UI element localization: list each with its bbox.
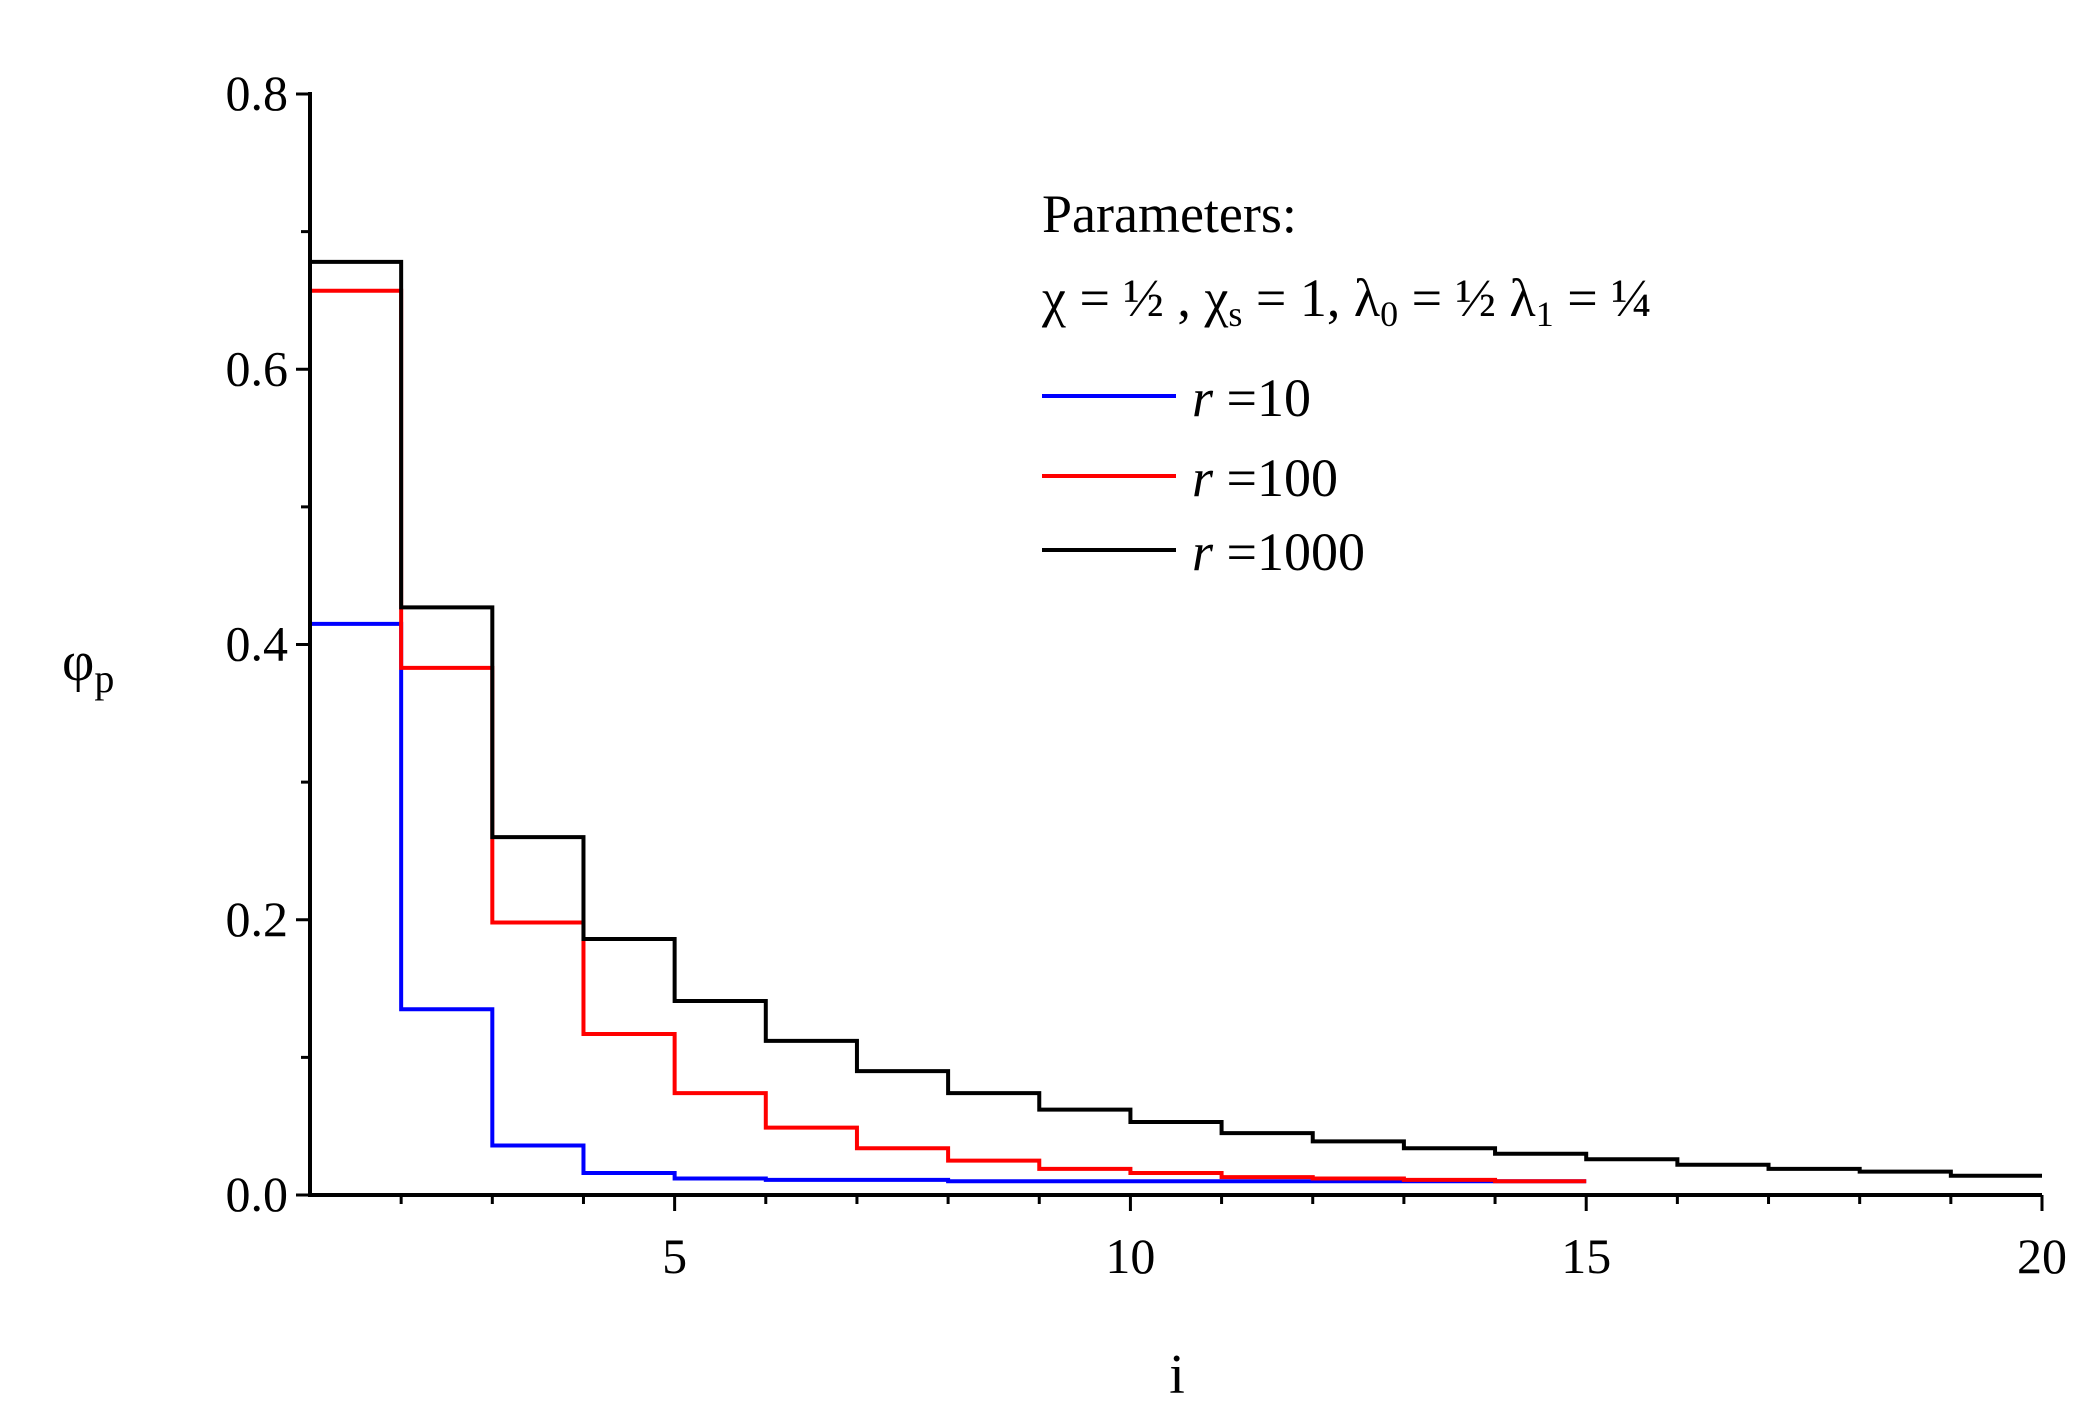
legend-param-eq: = 1, [1242, 268, 1353, 328]
legend-param-symbol: λ [1510, 268, 1536, 328]
ticks: 0.00.20.40.60.85 10 15 20 [226, 65, 2068, 1284]
series-line-2 [310, 288, 1587, 1184]
legend-param-symbol: χ [1041, 268, 1066, 328]
series-layer [310, 259, 2042, 1184]
y-tick-label: 0.4 [226, 616, 289, 672]
y-axis-title: φp [62, 631, 114, 701]
legend-param-sub: s [1228, 294, 1242, 334]
legend-label-1: r =10 [1192, 368, 1311, 428]
legend-params: χ = ½ , χs = 1, λ0 = ½ λ1 = ¼ [1041, 268, 1652, 334]
x-tick-label: 15 [1561, 1228, 1611, 1284]
legend-label-2: r =100 [1192, 448, 1338, 508]
legend-entries: r =10 r =100 r =1000 [1042, 368, 1365, 582]
y-tick-label: 0.6 [226, 340, 289, 396]
x-tick-label: 20 [2017, 1228, 2067, 1284]
legend-param-sub: 1 [1536, 294, 1554, 334]
legend-title: Parameters: [1042, 184, 1297, 244]
legend-param-sub: 0 [1380, 294, 1398, 334]
x-tick-label: 5 [662, 1228, 687, 1284]
series-line-1 [310, 621, 1587, 1184]
x-tick-label: 10 [1105, 1228, 1155, 1284]
axes: 0.00.20.40.60.85 10 15 20 [226, 65, 2068, 1284]
legend: Parameters: χ = ½ , χs = 1, λ0 = ½ λ1 = … [1041, 184, 1652, 582]
y-tick-label: 0.0 [226, 1166, 289, 1222]
y-tick-label: 0.2 [226, 891, 289, 947]
series-line-3 [310, 259, 2042, 1178]
legend-param-eq: = ¼ [1554, 268, 1652, 328]
x-axis-title: i [1169, 1344, 1185, 1406]
legend-param-symbol: λ [1354, 268, 1380, 328]
y-axis-title-main: φ [62, 631, 94, 693]
y-tick-label: 0.8 [226, 65, 289, 121]
y-axis-title-sub: p [94, 656, 114, 701]
legend-param-symbol: χ [1203, 268, 1228, 328]
legend-label-3: r =1000 [1192, 522, 1365, 582]
legend-param-eq: = ½ [1398, 268, 1509, 328]
legend-param-eq: = ½ , [1066, 268, 1204, 328]
